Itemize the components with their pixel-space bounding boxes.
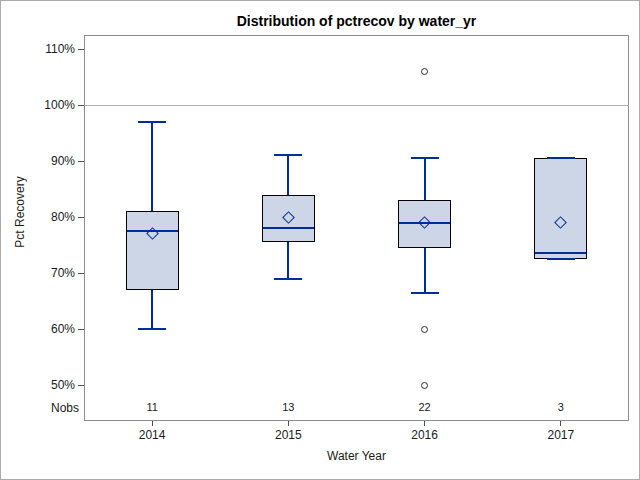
nobs-value-2017: 3 xyxy=(541,401,581,414)
nobs-value-2015: 13 xyxy=(268,401,308,414)
chart-title: Distribution of pctrecov by water_yr xyxy=(84,13,629,29)
median-line-2017 xyxy=(535,252,586,254)
whisker-cap-high xyxy=(138,121,166,123)
whisker-cap-low xyxy=(274,278,302,280)
y-tick-mark xyxy=(78,329,84,330)
nobs-value-2014: 11 xyxy=(132,401,172,414)
y-tick-mark xyxy=(78,217,84,218)
y-tick-label-60: 60% xyxy=(25,322,75,336)
whisker-cap-high xyxy=(274,154,302,156)
y-tick-mark xyxy=(78,49,84,50)
y-tick-label-110: 110% xyxy=(25,42,75,56)
whisker-cap-low xyxy=(411,292,439,294)
x-tick-mark xyxy=(560,421,561,426)
whisker-cap-high xyxy=(411,157,439,159)
y-tick-mark xyxy=(78,273,84,274)
outlier-point-2016 xyxy=(421,326,428,333)
y-tick-label-100: 100% xyxy=(25,98,75,112)
y-tick-label-50: 50% xyxy=(25,378,75,392)
nobs-row-label: Nobs xyxy=(27,401,79,415)
y-tick-label-70: 70% xyxy=(25,266,75,280)
median-line-2015 xyxy=(263,227,314,229)
x-tick-label-2014: 2014 xyxy=(122,428,182,442)
y-tick-label-90: 90% xyxy=(25,154,75,168)
whisker-cap-high xyxy=(547,157,575,159)
x-tick-label-2017: 2017 xyxy=(531,428,591,442)
y-tick-mark xyxy=(78,161,84,162)
y-tick-label-80: 80% xyxy=(25,210,75,224)
box-2017 xyxy=(534,158,587,259)
x-tick-mark xyxy=(424,421,425,426)
whisker-cap-low xyxy=(138,328,166,330)
boxplot-figure: Distribution of pctrecov by water_yr Pct… xyxy=(0,0,640,480)
x-tick-mark xyxy=(152,421,153,426)
nobs-value-2016: 22 xyxy=(405,401,445,414)
whisker-cap-low xyxy=(547,258,575,260)
y-tick-mark xyxy=(78,385,84,386)
reference-line xyxy=(84,105,629,106)
x-tick-mark xyxy=(288,421,289,426)
outlier-point-2016 xyxy=(421,382,428,389)
x-axis-title: Water Year xyxy=(84,449,629,463)
x-tick-label-2015: 2015 xyxy=(258,428,318,442)
box-2014 xyxy=(126,211,179,289)
y-tick-mark xyxy=(78,105,84,106)
outlier-point-2016 xyxy=(421,68,428,75)
x-tick-label-2016: 2016 xyxy=(395,428,455,442)
